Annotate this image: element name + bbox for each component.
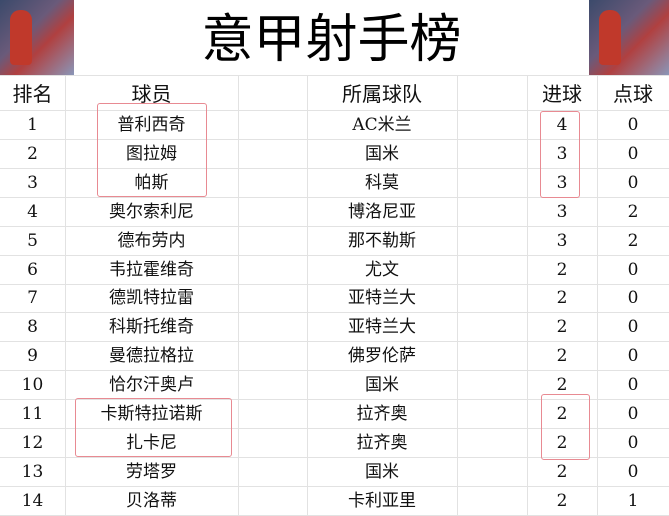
cell-rank: 13 (21, 461, 44, 482)
cell-player: 韦拉霍维奇 (109, 259, 194, 280)
cell-penalties: 2 (627, 201, 639, 222)
cell-rank: 7 (27, 288, 38, 309)
cell-penalties: 1 (627, 490, 639, 511)
cell-goals: 2 (556, 461, 568, 482)
header-goals: 进球 (542, 82, 582, 106)
cell-goals: 3 (556, 201, 568, 222)
cell-rank: 6 (27, 259, 38, 280)
cell-goals: 2 (556, 346, 568, 367)
cell-goals: 2 (556, 490, 568, 511)
cell-goals: 2 (556, 317, 568, 338)
cell-player: 图拉姆 (126, 143, 177, 164)
cell-penalties: 0 (627, 461, 639, 482)
table-row: 12 扎卡尼 拉齐奥 2 0 (0, 429, 669, 458)
cell-rank: 4 (27, 201, 38, 222)
cell-penalties: 0 (627, 375, 639, 396)
cell-team: 亚特兰大 (348, 288, 416, 309)
cell-penalties: 0 (627, 346, 639, 367)
table-header: 排名 球员 所属球队 进球 点球 (0, 75, 669, 111)
cell-rank: 14 (21, 490, 44, 511)
highlight-box-goals-top3 (540, 111, 580, 198)
cell-team: 科莫 (365, 172, 399, 193)
header-rank: 排名 (12, 82, 53, 106)
header-team: 所属球队 (342, 82, 422, 106)
table-row: 5 德布劳内 那不勒斯 3 2 (0, 227, 669, 256)
cell-team: 博洛尼亚 (348, 201, 416, 222)
cell-penalties: 0 (627, 432, 639, 453)
cell-penalties: 0 (627, 143, 639, 164)
table-row: 6 韦拉霍维奇 尤文 2 0 (0, 256, 669, 285)
cell-team: 国米 (365, 143, 399, 164)
table-row: 13 劳塔罗 国米 2 0 (0, 458, 669, 487)
banner-image-left (0, 0, 74, 75)
cell-penalties: 0 (627, 317, 639, 338)
cell-rank: 12 (21, 432, 44, 453)
cell-player: 贝洛蒂 (126, 490, 177, 511)
table-row: 10 恰尔汗奥卢 国米 2 0 (0, 371, 669, 401)
cell-goals: 2 (556, 288, 568, 309)
cell-penalties: 0 (627, 404, 639, 424)
cell-player: 劳塔罗 (126, 461, 177, 482)
table-row: 14 贝洛蒂 卡利亚里 2 1 (0, 487, 669, 516)
header-player: 球员 (131, 82, 172, 106)
cell-penalties: 0 (627, 115, 639, 135)
cell-goals: 3 (556, 230, 568, 251)
cell-penalties: 0 (627, 172, 639, 193)
cell-player: 帕斯 (134, 172, 169, 193)
cell-player: 德布劳内 (117, 230, 186, 251)
cell-player: 卡斯特拉诺斯 (100, 404, 203, 424)
cell-goals: 2 (556, 404, 568, 424)
cell-player: 奥尔索利尼 (109, 201, 194, 222)
cell-rank: 11 (21, 404, 44, 424)
page-title: 意甲射手榜 (201, 10, 462, 70)
cell-team: 尤文 (365, 259, 399, 280)
cell-player: 普利西奇 (117, 115, 186, 135)
table-row: 8 科斯托维奇 亚特兰大 2 0 (0, 313, 669, 343)
table-row: 3 帕斯 科莫 3 0 (0, 169, 669, 198)
table-row: 1 普利西奇 AC米兰 4 0 (0, 111, 669, 140)
cell-team: 那不勒斯 (348, 230, 416, 251)
cell-player: 德凯特拉雷 (109, 288, 194, 309)
banner-image-right (589, 0, 669, 75)
table-row: 7 德凯特拉雷 亚特兰大 2 0 (0, 284, 669, 314)
cell-goals: 3 (556, 172, 568, 193)
cell-team: 佛罗伦萨 (348, 346, 416, 367)
cell-team: 国米 (365, 375, 399, 396)
cell-goals: 4 (556, 115, 568, 135)
table-row: 9 曼德拉格拉 佛罗伦萨 2 0 (0, 342, 669, 372)
cell-goals: 2 (556, 432, 568, 453)
header-penalties: 点球 (613, 82, 653, 106)
cell-team: 国米 (365, 461, 399, 482)
cell-penalties: 2 (627, 230, 639, 251)
cell-team: 亚特兰大 (348, 317, 416, 338)
table-row: 4 奥尔索利尼 博洛尼亚 3 2 (0, 198, 669, 227)
cell-goals: 2 (556, 259, 568, 280)
cell-rank: 5 (27, 230, 38, 251)
cell-player: 恰尔汗奥卢 (109, 375, 194, 396)
highlight-box-players-lazio (75, 398, 232, 457)
cell-team: 拉齐奥 (356, 432, 408, 453)
highlight-box-goals-lazio (541, 394, 590, 460)
cell-player: 曼德拉格拉 (109, 346, 194, 367)
cell-rank: 10 (21, 375, 44, 396)
cell-penalties: 0 (627, 259, 639, 280)
cell-rank: 8 (27, 317, 38, 338)
table-row: 11 卡斯特拉诺斯 拉齐奥 2 0 (0, 400, 669, 429)
cell-team: 拉齐奥 (356, 404, 408, 424)
highlight-box-players-top3 (97, 103, 207, 197)
cell-rank: 1 (27, 115, 38, 135)
cell-team: 卡利亚里 (348, 490, 416, 511)
cell-goals: 2 (556, 375, 568, 396)
cell-rank: 2 (27, 143, 38, 164)
cell-player: 科斯托维奇 (109, 317, 194, 338)
cell-penalties: 0 (627, 288, 639, 309)
cell-goals: 3 (556, 143, 568, 164)
cell-rank: 9 (27, 346, 38, 367)
cell-player: 扎卡尼 (126, 432, 177, 453)
cell-rank: 3 (27, 172, 38, 193)
cell-team: AC米兰 (352, 115, 412, 135)
table-row: 2 图拉姆 国米 3 0 (0, 140, 669, 169)
